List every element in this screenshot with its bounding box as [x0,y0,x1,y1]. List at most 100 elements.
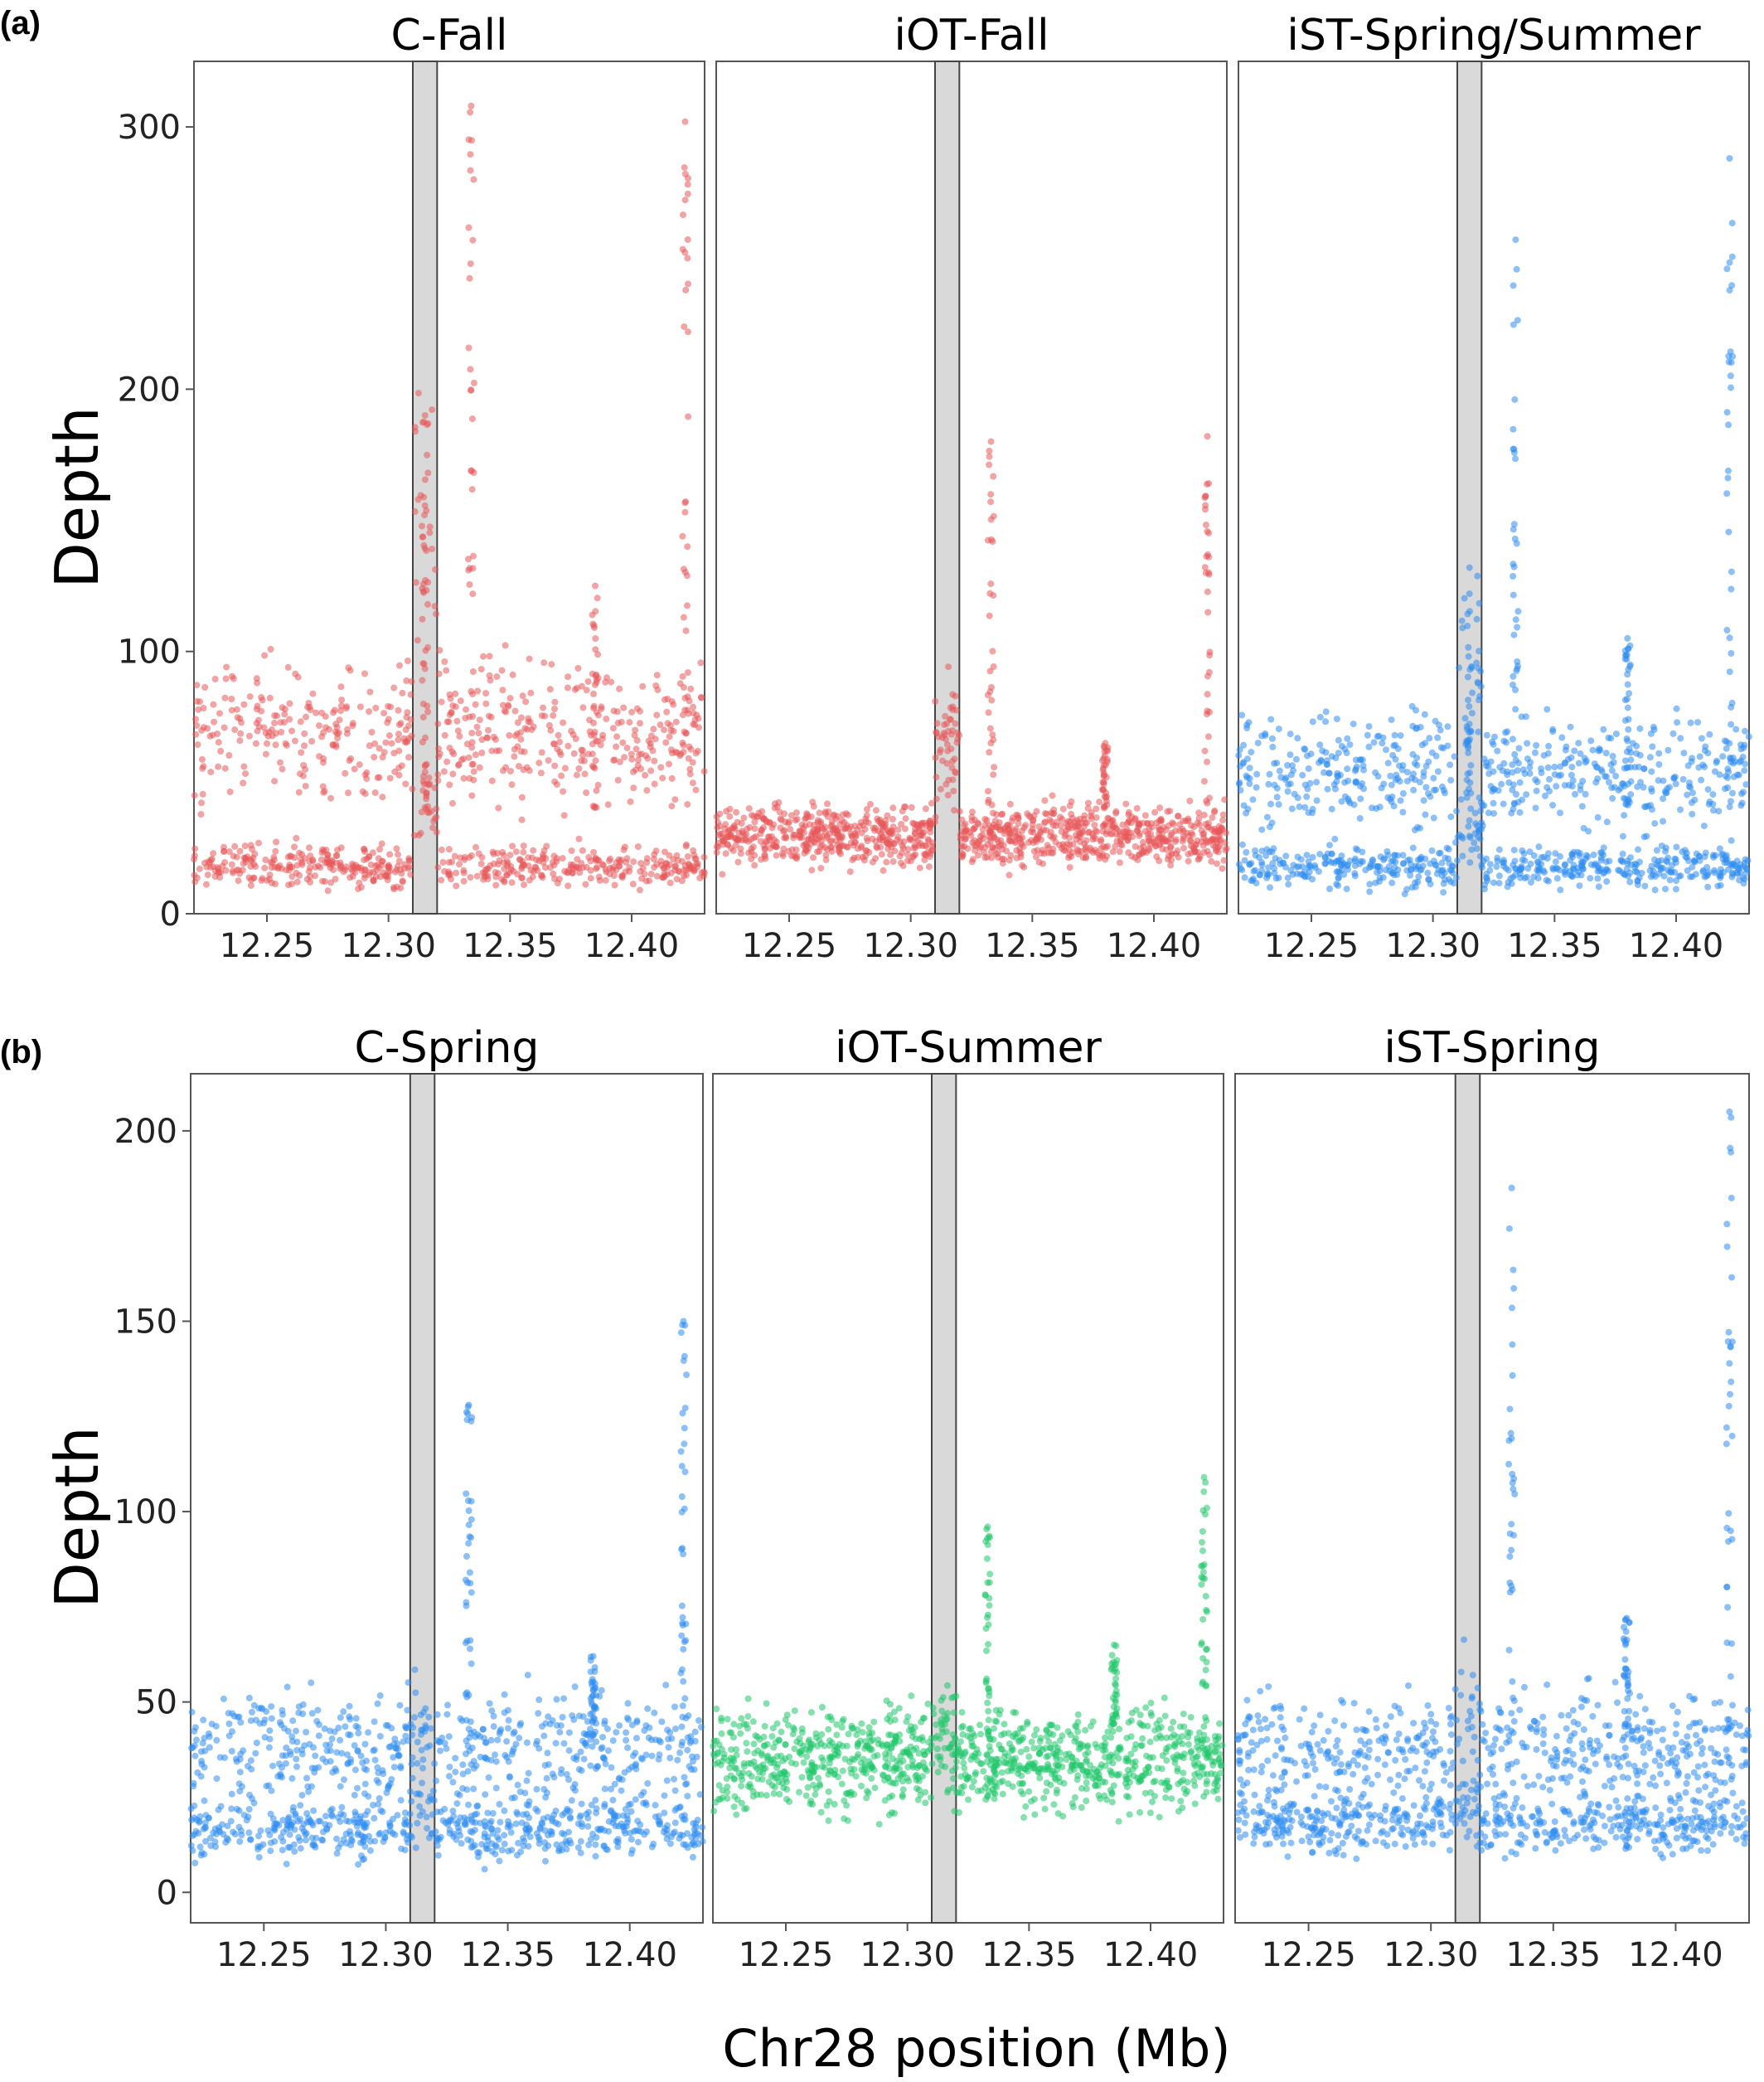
data-point [548,661,555,668]
data-point [571,1683,579,1691]
data-point [410,1724,417,1731]
data-point [199,1740,206,1747]
data-point [266,1832,274,1839]
data-point [1695,764,1703,771]
data-point [954,735,962,743]
data-point [616,1722,623,1730]
data-point [419,419,426,426]
data-point [340,1708,347,1716]
data-point [530,847,537,854]
data-point [191,845,199,852]
data-point [666,1754,674,1762]
data-point [470,552,477,560]
data-point [577,1837,584,1845]
data-point [211,1838,219,1846]
data-point [598,735,606,743]
data-point [342,1818,350,1824]
data-point [928,799,935,807]
data-point [335,1844,342,1851]
data-point [380,1838,387,1845]
data-point [988,684,995,691]
data-point [792,809,800,817]
data-point [658,1718,666,1725]
data-point [1464,623,1471,629]
data-point [594,651,602,658]
data-point [296,849,303,857]
data-point [343,1840,350,1847]
data-point [1447,866,1454,874]
data-point [1063,827,1069,834]
data-point [246,693,254,701]
data-point [1466,703,1473,710]
data-point [681,1468,689,1476]
data-point [465,224,472,231]
data-point [351,1792,358,1798]
data-point [315,1764,322,1771]
data-point [210,863,216,871]
data-point [292,670,299,677]
data-point [1527,879,1534,886]
data-point [594,595,601,602]
data-point [1418,853,1425,861]
data-point [1561,760,1568,767]
data-point [221,694,229,701]
data-point [1627,791,1635,798]
data-point [266,1727,274,1735]
data-point [1204,551,1211,558]
data-point [469,590,477,598]
data-point [1397,732,1404,740]
data-point [361,1765,368,1773]
data-point [684,1793,691,1800]
data-point [1687,719,1694,726]
data-point [1156,804,1164,812]
data-point [1263,870,1271,877]
data-point [1723,265,1731,273]
data-point [385,863,392,871]
data-point [492,1784,500,1792]
data-point [376,1692,384,1699]
data-point [351,765,358,773]
data-point [1033,808,1040,815]
series-points [1235,155,1752,898]
data-point [637,750,645,758]
data-point [1709,852,1717,859]
data-point [576,1813,584,1821]
data-point [357,1752,365,1759]
data-point [303,1729,310,1735]
data-point [917,832,924,839]
data-point [1475,728,1482,735]
data-point [382,1721,390,1729]
data-point [757,837,764,845]
data-point [990,663,997,670]
data-point [1304,873,1311,881]
data-point [1480,857,1487,865]
data-point [374,1764,381,1771]
data-point [1270,845,1277,852]
data-point [1466,779,1474,787]
data-point [628,1808,635,1815]
data-point [1389,751,1397,759]
data-point [1472,820,1480,827]
data-point [438,847,445,853]
data-point [509,671,516,678]
data-point [214,730,221,737]
data-point [883,858,890,866]
data-point [221,764,229,772]
data-point [245,1694,253,1701]
series-points [713,433,1230,879]
data-point [844,843,851,851]
data-point [1102,856,1109,863]
data-point [681,1440,688,1448]
data-point [1623,866,1631,872]
data-point [1622,795,1630,803]
data-point [654,687,662,693]
data-point [661,1792,668,1799]
data-point [464,1836,472,1843]
data-point [690,710,697,717]
data-point [933,729,940,735]
data-point [644,1705,652,1712]
data-point [468,792,476,799]
data-point [1417,866,1424,874]
data-point [422,1705,429,1712]
data-point [447,695,454,702]
